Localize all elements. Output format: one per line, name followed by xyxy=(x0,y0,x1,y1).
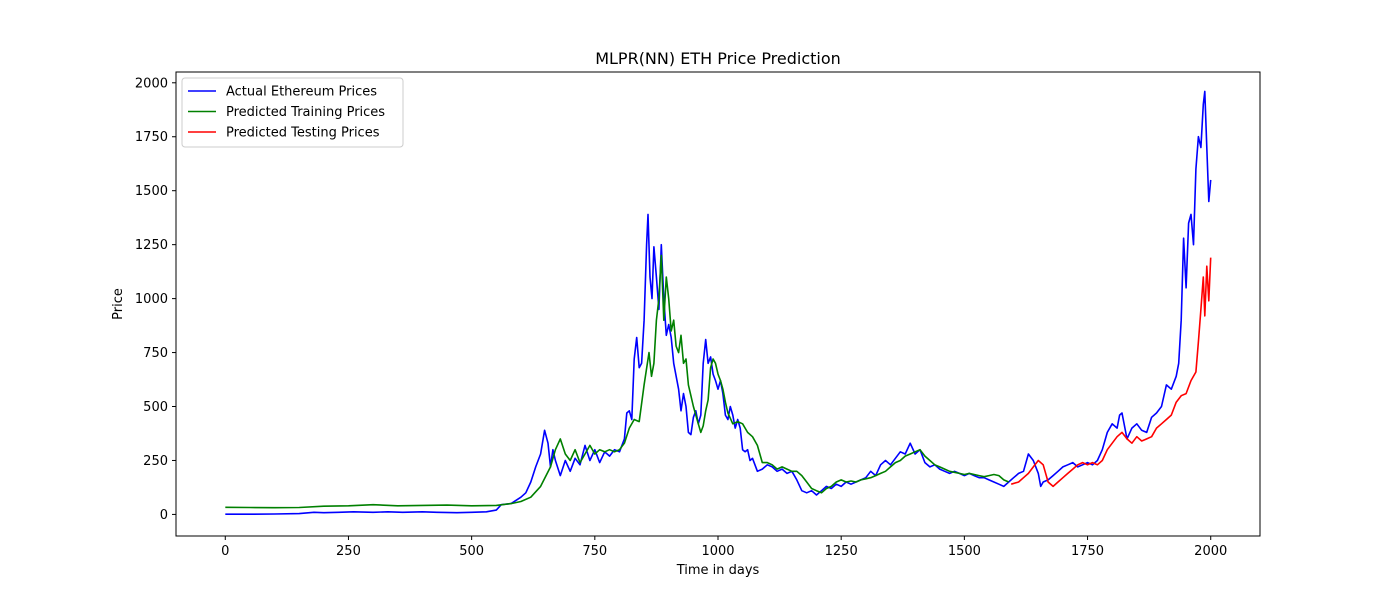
x-tick-label: 1250 xyxy=(825,544,858,559)
x-axis-label: Time in days xyxy=(676,563,760,578)
legend: Actual Ethereum Prices Predicted Training… xyxy=(181,77,404,148)
y-tick-label: 250 xyxy=(143,454,168,469)
y-tick-label: 500 xyxy=(143,400,168,415)
x-tick-label: 750 xyxy=(582,544,607,559)
series-line-1 xyxy=(225,90,1212,516)
legend-label-3: Predicted Testing Prices xyxy=(226,126,380,141)
x-tick-label: 250 xyxy=(336,544,361,559)
chart-title: MLPR(NN) ETH Price Prediction xyxy=(595,49,841,68)
y-tick-label: 1250 xyxy=(135,238,168,253)
y-tick-label: 1500 xyxy=(135,184,168,199)
legend-label-2: Predicted Training Prices xyxy=(226,105,385,120)
x-tick-label: 500 xyxy=(459,544,484,559)
y-tick-label: 2000 xyxy=(135,76,168,91)
y-tick-label: 1750 xyxy=(135,130,168,145)
x-tick-label: 1000 xyxy=(701,544,734,559)
legend-box xyxy=(181,77,404,148)
y-tick-label: 0 xyxy=(160,508,168,523)
x-tick-label: 1750 xyxy=(1071,544,1104,559)
x-tick-label: 0 xyxy=(221,544,229,559)
y-tick-label: 1000 xyxy=(135,292,168,307)
y-tick-label: 750 xyxy=(143,346,168,361)
legend-label-1: Actual Ethereum Prices xyxy=(226,85,377,100)
series-line-3 xyxy=(1010,257,1212,488)
x-tick-label: 1500 xyxy=(948,544,981,559)
series-line-2 xyxy=(225,254,1010,509)
x-tick-label: 2000 xyxy=(1194,544,1227,559)
y-axis-label: Price xyxy=(111,288,126,320)
